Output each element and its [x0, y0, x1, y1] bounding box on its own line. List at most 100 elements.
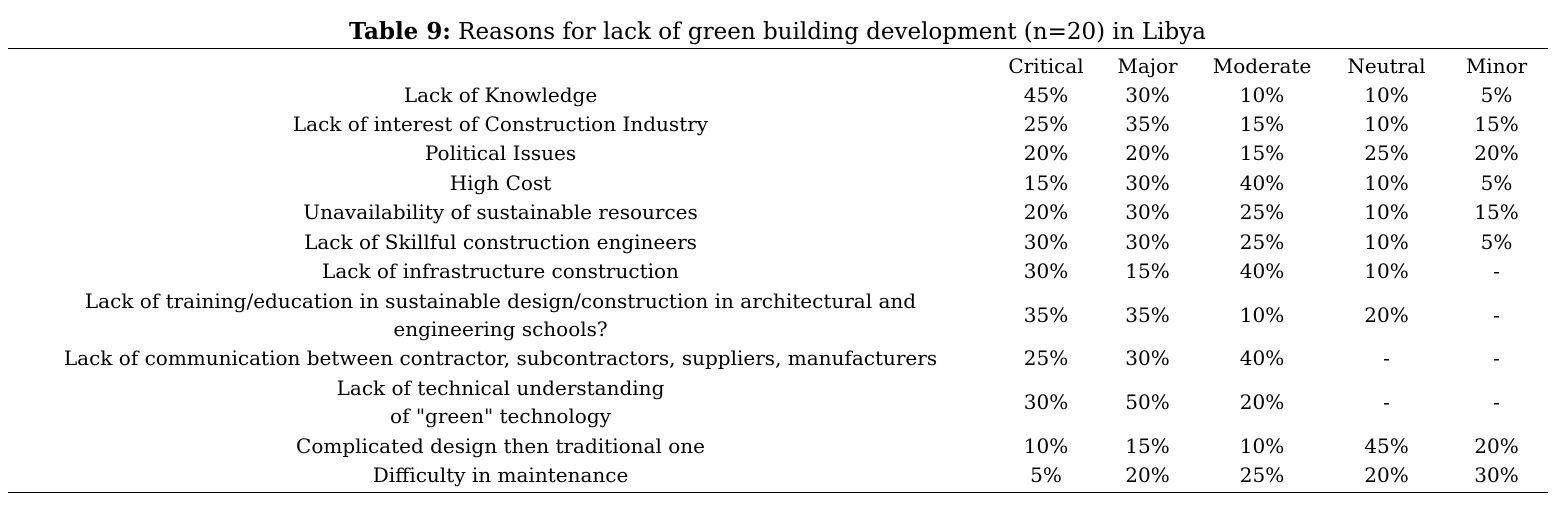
- value-cell-major: 30%: [1125, 200, 1170, 225]
- value-cell-minor: -: [1493, 259, 1500, 284]
- value-cell-minor: 5%: [1480, 229, 1513, 254]
- value-cell-minor: 30%: [1474, 463, 1519, 488]
- value-cell-neutral: 10%: [1364, 112, 1409, 137]
- value-cell-neutral: -: [1383, 390, 1390, 415]
- reasons-table: Critical Major Moderate Neutral Minor La…: [8, 51, 1548, 490]
- reason-cell: Unavailability of sustainable resources: [8, 198, 993, 227]
- table-row: Difficulty in maintenance 5% 20% 25% 20% 30%: [8, 461, 1548, 490]
- value-cell-neutral: 10%: [1364, 82, 1409, 107]
- table-bottom-rule: [8, 492, 1548, 493]
- table-row: Lack of technical understanding of "green…: [8, 373, 1548, 431]
- value-cell-major: 20%: [1125, 463, 1170, 488]
- reason-text: High Cost: [449, 170, 552, 195]
- header-moderate: Moderate: [1212, 53, 1312, 78]
- value-cell-major: 30%: [1125, 346, 1170, 371]
- value-cell-major: 15%: [1125, 259, 1170, 284]
- header-reason: [8, 51, 993, 80]
- value-cell-neutral: 10%: [1364, 259, 1409, 284]
- value-cell-moderate: 40%: [1239, 346, 1285, 371]
- table-row: Political Issues 20% 20% 15% 25% 20%: [8, 139, 1548, 168]
- value-cell-moderate: 25%: [1239, 229, 1285, 254]
- value-cell-critical: 30%: [1023, 229, 1069, 254]
- value-cell-major: 35%: [1125, 302, 1170, 327]
- table-caption: Table 9: Reasons for lack of green build…: [0, 16, 1555, 48]
- reason-text: Political Issues: [424, 141, 577, 166]
- value-cell-critical: 30%: [1023, 259, 1069, 284]
- reason-text: Difficulty in maintenance: [372, 463, 629, 488]
- reason-text: Lack of infrastructure construction: [322, 259, 679, 284]
- table-row: High Cost 15% 30% 40% 10% 5%: [8, 168, 1548, 197]
- value-cell-critical: 45%: [1023, 82, 1069, 107]
- reason-text: Lack of technical understanding: [336, 376, 665, 401]
- value-cell-minor: 15%: [1474, 112, 1519, 137]
- value-cell-neutral: 25%: [1364, 141, 1409, 166]
- value-cell-moderate: 10%: [1239, 82, 1285, 107]
- value-cell-major: 30%: [1125, 82, 1170, 107]
- value-cell-critical: 35%: [1023, 302, 1069, 327]
- reason-text: of "green" technology: [390, 404, 611, 429]
- reason-cell: Lack of Knowledge: [8, 80, 993, 109]
- value-cell-critical: 25%: [1023, 346, 1069, 371]
- reason-cell: Lack of technical understanding of "green…: [8, 373, 993, 431]
- reason-cell: Difficulty in maintenance: [8, 461, 993, 490]
- value-cell-major: 30%: [1125, 170, 1170, 195]
- value-cell-major: 30%: [1125, 229, 1170, 254]
- table-row: Unavailability of sustainable resources 2…: [8, 198, 1548, 227]
- reason-cell: Complicated design then traditional one: [8, 431, 993, 460]
- value-cell-major: 50%: [1125, 390, 1170, 415]
- table-row: Lack of Knowledge 45% 30% 10% 10% 5%: [8, 80, 1548, 109]
- reason-cell: High Cost: [8, 168, 993, 197]
- value-cell-major: 20%: [1125, 141, 1170, 166]
- reason-cell: Lack of communication between contractor…: [8, 344, 993, 373]
- value-cell-neutral: 45%: [1364, 433, 1409, 458]
- value-cell-moderate: 15%: [1239, 112, 1285, 137]
- header-minor: Minor: [1465, 53, 1528, 78]
- reason-text: Lack of communication between contractor…: [63, 346, 938, 371]
- value-cell-minor: 20%: [1474, 141, 1519, 166]
- header-major: Major: [1117, 53, 1178, 78]
- value-cell-critical: 5%: [1030, 463, 1062, 488]
- value-cell-moderate: 20%: [1239, 390, 1285, 415]
- reason-text: Lack of interest of Construction Industr…: [292, 112, 709, 137]
- value-cell-minor: 15%: [1474, 200, 1519, 225]
- header-neutral: Neutral: [1347, 53, 1426, 78]
- reason-text: Lack of Skillful construction engineers: [304, 229, 697, 254]
- table-caption-text: Reasons for lack of green building devel…: [458, 19, 1206, 45]
- value-cell-critical: 15%: [1023, 170, 1069, 195]
- reason-cell: Political Issues: [8, 139, 993, 168]
- value-cell-critical: 30%: [1023, 390, 1069, 415]
- table-row: Lack of Skillful construction engineers 3…: [8, 227, 1548, 256]
- value-cell-major: 35%: [1125, 112, 1170, 137]
- reason-text: Unavailability of sustainable resources: [303, 200, 698, 225]
- value-cell-minor: 5%: [1480, 170, 1513, 195]
- value-cell-critical: 20%: [1023, 141, 1069, 166]
- reason-text: Lack of Knowledge: [403, 82, 598, 107]
- reason-text: Complicated design then traditional one: [296, 433, 705, 458]
- value-cell-neutral: 20%: [1364, 463, 1409, 488]
- table-row: Lack of communication between contractor…: [8, 344, 1548, 373]
- table-caption-label: Table 9:: [349, 18, 451, 45]
- reason-cell: Lack of Skillful construction engineers: [8, 227, 993, 256]
- table-row: Complicated design then traditional one 1…: [8, 431, 1548, 460]
- reason-cell: Lack of infrastructure construction: [8, 256, 993, 285]
- value-cell-neutral: 10%: [1364, 170, 1409, 195]
- value-cell-neutral: 10%: [1364, 200, 1409, 225]
- value-cell-moderate: 25%: [1239, 463, 1285, 488]
- reason-cell: Lack of training/education in sustainabl…: [8, 286, 993, 344]
- value-cell-moderate: 10%: [1239, 433, 1285, 458]
- header-critical: Critical: [1008, 53, 1084, 78]
- value-cell-neutral: 20%: [1364, 302, 1409, 327]
- reason-cell: Lack of interest of Construction Industr…: [8, 109, 993, 138]
- table-row: Lack of interest of Construction Industr…: [8, 109, 1548, 138]
- value-cell-neutral: 10%: [1364, 229, 1409, 254]
- table-header-row: Critical Major Moderate Neutral Minor: [8, 51, 1548, 80]
- value-cell-moderate: 40%: [1239, 259, 1285, 284]
- table-row: Lack of training/education in sustainabl…: [8, 286, 1548, 344]
- value-cell-critical: 10%: [1023, 433, 1069, 458]
- reason-text: engineering schools?: [393, 316, 608, 341]
- value-cell-moderate: 15%: [1239, 141, 1285, 166]
- table-body: Lack of Knowledge 45% 30% 10% 10% 5% Lack of i…: [8, 80, 1548, 490]
- value-cell-moderate: 10%: [1239, 302, 1285, 327]
- value-cell-neutral: -: [1383, 346, 1390, 371]
- value-cell-minor: 5%: [1480, 82, 1513, 107]
